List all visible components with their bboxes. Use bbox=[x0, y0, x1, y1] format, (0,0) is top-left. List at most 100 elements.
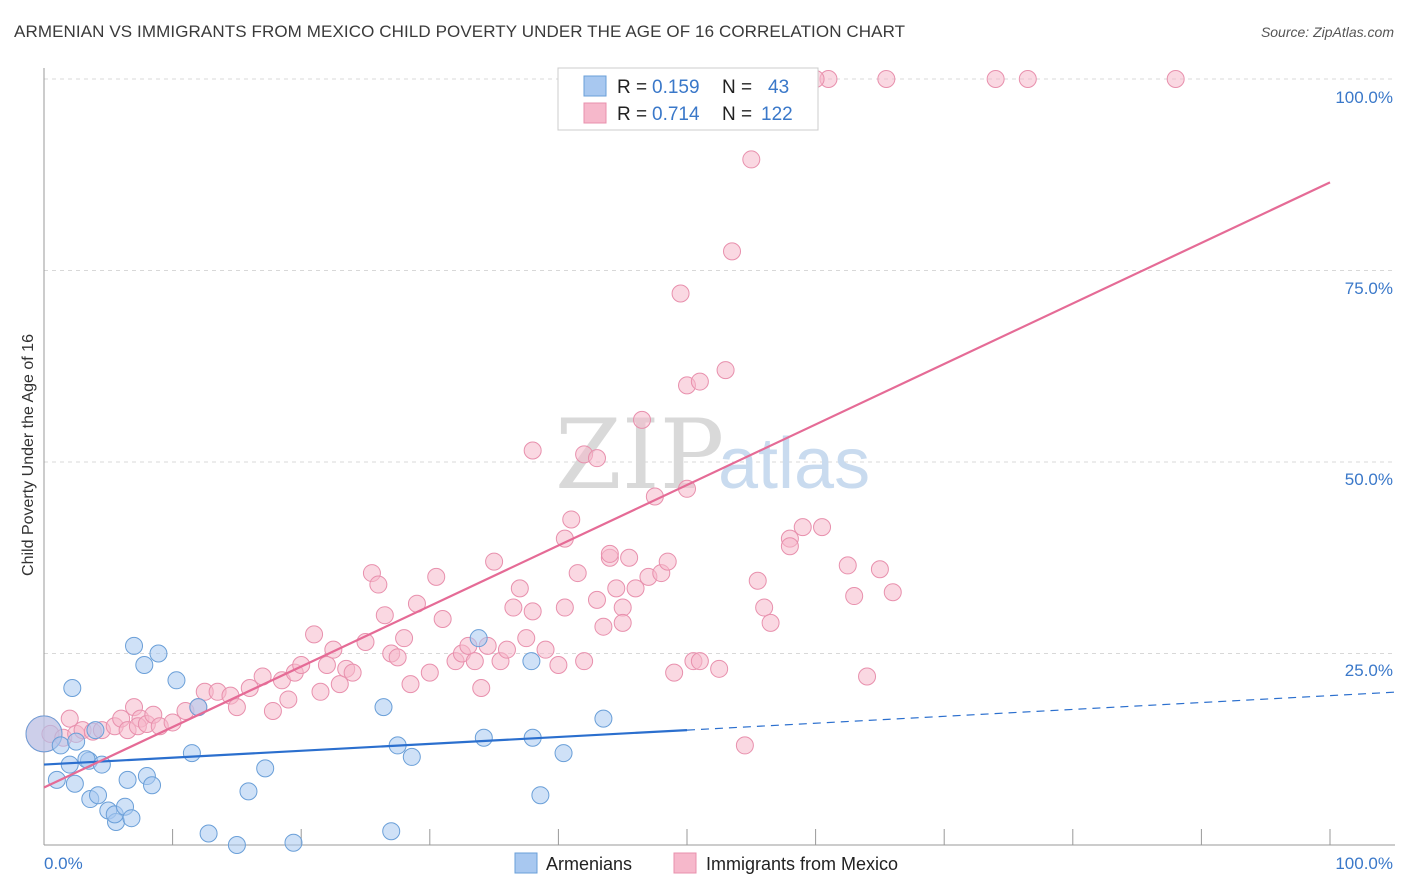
mexico-point bbox=[497, 640, 516, 659]
bottom-legend-label-mexico: Immigrants from Mexico bbox=[706, 854, 898, 874]
armenian-point bbox=[167, 671, 186, 690]
armenian-point bbox=[118, 770, 137, 789]
mexico-point bbox=[433, 610, 452, 629]
x-tick-label-100: 100.0% bbox=[1335, 854, 1393, 873]
armenian-point bbox=[531, 786, 550, 805]
armenian-point bbox=[256, 759, 275, 778]
mexico-point bbox=[838, 556, 857, 575]
armenian-point bbox=[227, 836, 246, 854]
mexico-point bbox=[845, 587, 864, 606]
mexico-point bbox=[523, 602, 542, 621]
mexico-point bbox=[317, 655, 336, 674]
mexico-point bbox=[607, 579, 626, 598]
legend-swatch-armenian bbox=[583, 75, 607, 97]
watermark-atlas: atlas bbox=[718, 424, 870, 504]
mexico-point bbox=[311, 682, 330, 701]
y-tick-label-50: 50.0% bbox=[1345, 470, 1393, 489]
armenian-point bbox=[402, 747, 421, 766]
y-axis-label: Child Poverty Under the Age of 16 bbox=[20, 334, 37, 576]
mexico-point bbox=[587, 590, 606, 609]
x-tick-label-0: 0.0% bbox=[44, 854, 83, 873]
x-ticks bbox=[172, 829, 1331, 845]
mexico-point bbox=[723, 242, 742, 261]
legend-n-label-2: N = bbox=[722, 104, 752, 125]
legend-n-label-1: N = bbox=[722, 77, 752, 98]
mexico-point bbox=[626, 579, 645, 598]
armenian-point bbox=[554, 744, 573, 763]
legend-swatch-mexico bbox=[583, 102, 607, 124]
mexico-point bbox=[620, 548, 639, 567]
series-legend: Armenians Immigrants from Mexico bbox=[514, 852, 898, 874]
legend-n-value-1: 43 bbox=[768, 77, 789, 98]
mexico-point bbox=[883, 583, 902, 602]
armenian-point bbox=[382, 822, 401, 841]
trend-lines bbox=[43, 181, 1396, 789]
armenian-point bbox=[122, 809, 141, 828]
mexico-point bbox=[420, 663, 439, 682]
armenian-point bbox=[67, 732, 86, 751]
mexico-point bbox=[375, 606, 394, 625]
mexico-point bbox=[671, 284, 690, 303]
armenian-point bbox=[135, 655, 154, 674]
mexico-point bbox=[735, 736, 754, 755]
armenian-point bbox=[469, 629, 488, 648]
mexico-point bbox=[388, 648, 407, 667]
mexico-point bbox=[986, 70, 1005, 88]
mexico-point bbox=[517, 629, 536, 648]
mexico-point bbox=[813, 518, 832, 537]
mexico-point bbox=[401, 675, 420, 694]
armenian-point bbox=[149, 644, 168, 663]
mexico-point bbox=[632, 410, 651, 429]
armenian-point bbox=[65, 774, 84, 793]
mexico-point bbox=[658, 552, 677, 571]
chart-source: Source: ZipAtlas.com bbox=[1260, 24, 1394, 40]
mexico-point bbox=[549, 655, 568, 674]
armenian-point bbox=[86, 721, 105, 740]
mexico-point bbox=[1018, 70, 1037, 88]
armenian-point bbox=[374, 698, 393, 717]
bottom-legend-swatch-mexico bbox=[673, 852, 697, 874]
mexico-point bbox=[472, 678, 491, 697]
mexico-point bbox=[613, 598, 632, 617]
legend-r-label-2: R = bbox=[617, 104, 647, 125]
armenian-point bbox=[143, 776, 162, 795]
mexico-point bbox=[575, 652, 594, 671]
mexico-point bbox=[536, 640, 555, 659]
series-armenian-points bbox=[25, 629, 613, 854]
mexico-point bbox=[504, 598, 523, 617]
mexico-point bbox=[587, 449, 606, 468]
mexico-point bbox=[748, 571, 767, 590]
mexico-point bbox=[60, 709, 79, 728]
armenian-trend-line bbox=[43, 729, 688, 766]
bottom-legend-label-armenian: Armenians bbox=[546, 854, 632, 874]
armenian-point bbox=[51, 736, 70, 755]
mexico-point bbox=[279, 690, 298, 709]
mexico-point bbox=[780, 537, 799, 556]
mexico-point bbox=[523, 441, 542, 460]
legend-r-value-1: 0.159 bbox=[652, 77, 700, 98]
mexico-point bbox=[594, 617, 613, 636]
armenian-point bbox=[89, 786, 108, 805]
armenian-point bbox=[199, 824, 218, 843]
armenian-point bbox=[284, 833, 303, 852]
mexico-point bbox=[613, 613, 632, 632]
mexico-point bbox=[485, 552, 504, 571]
armenian-point bbox=[63, 678, 82, 697]
y-tick-label-100: 100.0% bbox=[1335, 88, 1393, 107]
mexico-point bbox=[510, 579, 529, 598]
mexico-point bbox=[793, 518, 812, 537]
mexico-point bbox=[562, 510, 581, 529]
mexico-point bbox=[465, 652, 484, 671]
legend-n-value-2: 122 bbox=[761, 104, 793, 125]
stats-legend: R = 0.159 N = 43 R = 0.714 N = 122 bbox=[557, 67, 819, 131]
mexico-point bbox=[742, 150, 761, 169]
armenian-point bbox=[594, 709, 613, 728]
mexico-point bbox=[710, 659, 729, 678]
armenian-point bbox=[522, 652, 541, 671]
mexico-point bbox=[877, 70, 896, 88]
legend-r-label-1: R = bbox=[617, 77, 647, 98]
mexico-point bbox=[555, 598, 574, 617]
mexico-point bbox=[858, 667, 877, 686]
armenian-point bbox=[474, 728, 493, 747]
